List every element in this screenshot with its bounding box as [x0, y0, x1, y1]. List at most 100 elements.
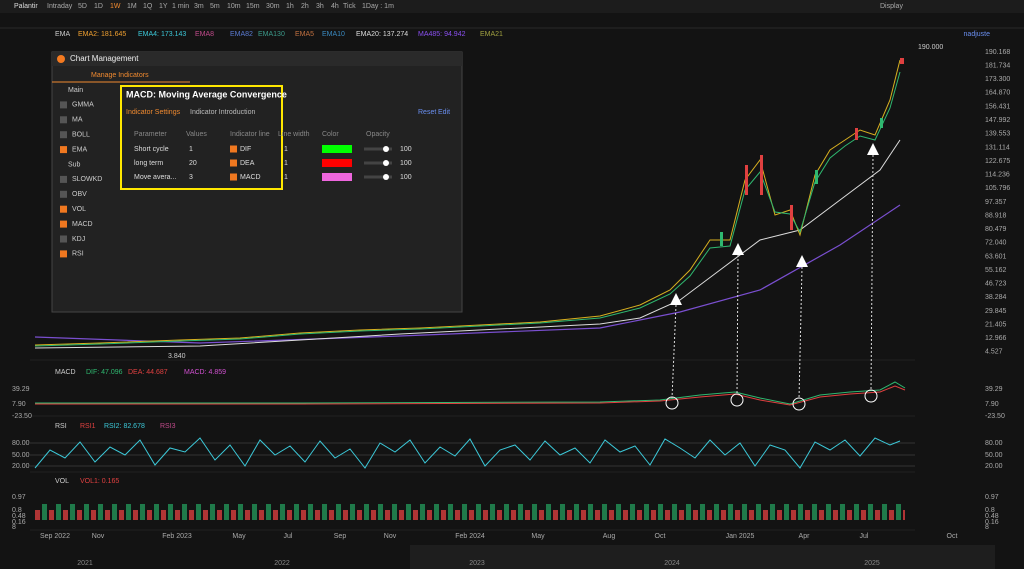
time-label: Oct	[655, 533, 666, 540]
panel-legend: RSI3	[160, 423, 176, 430]
parameter: Move avera...	[134, 174, 176, 181]
period-button[interactable]: Intraday	[47, 3, 73, 10]
parameter-value[interactable]: 1	[189, 146, 193, 153]
price-axis-label: 29.845	[985, 308, 1007, 315]
parameter: Short cycle	[134, 146, 169, 153]
indicator-option[interactable]: VOL	[72, 206, 86, 213]
period-button[interactable]: 2h	[301, 3, 309, 10]
period-button[interactable]: 1W	[110, 3, 121, 10]
line-width[interactable]: 1	[284, 174, 288, 181]
slider-knob[interactable]	[383, 160, 389, 166]
indicator-legend: EMA10	[322, 31, 345, 38]
checkbox[interactable]	[230, 159, 237, 167]
axis-label-right: 0.8	[985, 507, 995, 514]
indicator-option[interactable]: MACD	[72, 221, 93, 228]
color-swatch[interactable]	[322, 173, 352, 181]
indicator-option[interactable]: BOLL	[72, 132, 90, 139]
line-width[interactable]: 1	[284, 160, 288, 167]
indicator-option[interactable]: SLOWKD	[72, 176, 102, 183]
period-button[interactable]: 30m	[266, 3, 280, 10]
rsi-line	[34, 437, 901, 469]
opacity-slider[interactable]	[364, 175, 392, 179]
low-label: 3.840	[168, 353, 186, 360]
year-label: 2021	[77, 560, 93, 567]
axis-label-left: 7.90	[12, 401, 26, 408]
panel-name: MACD	[55, 369, 76, 376]
indicator-option[interactable]: KDJ	[72, 236, 85, 243]
time-label: Aug	[603, 533, 616, 540]
time-label: Nov	[92, 533, 105, 540]
reset-button[interactable]: Reset	[418, 109, 436, 116]
period-button[interactable]: 1h	[286, 3, 294, 10]
checkbox[interactable]	[60, 220, 67, 228]
tab[interactable]: Manage Indicators	[91, 72, 149, 79]
checkbox[interactable]	[60, 146, 67, 154]
checkbox[interactable]	[60, 250, 67, 258]
price-axis-label: 181.734	[985, 62, 1010, 69]
indicator-option[interactable]: OBV	[72, 191, 87, 198]
period-button[interactable]: 1M	[127, 3, 137, 10]
period-button[interactable]: 5D	[78, 3, 87, 10]
price-axis-label: 156.431	[985, 103, 1010, 110]
checkbox[interactable]	[60, 101, 67, 109]
slider-knob[interactable]	[383, 174, 389, 180]
panel-tab[interactable]: Indicator Settings	[126, 109, 181, 116]
indicator-option[interactable]: GMMA	[72, 102, 94, 109]
color-swatch[interactable]	[322, 159, 352, 167]
period-button[interactable]: 15m	[246, 3, 260, 10]
checkbox[interactable]	[60, 235, 67, 243]
opacity-value: 100	[400, 146, 412, 153]
panel-legend: DIF: 47.096	[86, 369, 123, 376]
price-axis-label: 122.675	[985, 158, 1010, 165]
period-button[interactable]: 5m	[210, 3, 220, 10]
panel-legend: DEA: 44.687	[128, 369, 168, 376]
checkbox[interactable]	[230, 173, 237, 181]
panel-legend: RSI1	[80, 423, 96, 430]
time-label: Jan 2025	[726, 533, 755, 540]
display-button[interactable]: Display	[880, 3, 903, 10]
indicator-legend: EMA4: 173.143	[138, 31, 186, 38]
price-axis-label: 131.114	[985, 144, 1010, 151]
period-button[interactable]: 3h	[316, 3, 324, 10]
line-width[interactable]: 1	[284, 146, 288, 153]
period-button[interactable]: 1Q	[143, 3, 153, 10]
checkbox[interactable]	[60, 175, 67, 183]
opacity-slider[interactable]	[364, 161, 392, 165]
group-label: Main	[68, 87, 83, 94]
period-button[interactable]: 3m	[194, 3, 204, 10]
guide-lines	[671, 154, 874, 400]
interval-select[interactable]: 1Day : 1m	[362, 3, 394, 10]
indicator-option[interactable]: EMA	[72, 146, 88, 153]
indicator-legend: MA485: 94.942	[418, 31, 466, 38]
time-label: Jul	[284, 533, 293, 540]
checkbox[interactable]	[60, 131, 67, 139]
checkbox[interactable]	[60, 116, 67, 124]
slider-knob[interactable]	[383, 146, 389, 152]
time-label: May	[232, 533, 246, 540]
checkbox[interactable]	[60, 205, 67, 213]
period-button[interactable]: 1 min	[172, 3, 189, 10]
period-button[interactable]: 10m	[227, 3, 241, 10]
axis-label-right: 7.90	[985, 401, 999, 408]
indicator-option[interactable]: MA	[72, 117, 83, 124]
period-button[interactable]: 1D	[94, 3, 103, 10]
indicator-option[interactable]: RSI	[72, 251, 84, 258]
parameter-value[interactable]: 20	[189, 160, 197, 167]
period-button[interactable]: 4h	[331, 3, 339, 10]
indicator-legend: EMA130	[258, 31, 285, 38]
period-button[interactable]: 1Y	[159, 3, 168, 10]
price-axis-label: 173.300	[985, 76, 1010, 83]
axis-label-right: 20.00	[985, 463, 1003, 470]
opacity-slider[interactable]	[364, 147, 392, 151]
checkbox[interactable]	[230, 145, 237, 153]
color-swatch[interactable]	[322, 145, 352, 153]
year-label: 2025	[864, 560, 880, 567]
parameter-value[interactable]: 3	[189, 174, 193, 181]
panel-tab[interactable]: Indicator Introduction	[190, 109, 255, 116]
checkbox[interactable]	[60, 190, 67, 198]
ema-line	[34, 204, 901, 344]
scroll-bar[interactable]	[410, 545, 995, 569]
period-button[interactable]: Tick	[343, 3, 356, 10]
time-label: Jul	[860, 533, 869, 540]
edit-button[interactable]: Edit	[438, 109, 450, 116]
